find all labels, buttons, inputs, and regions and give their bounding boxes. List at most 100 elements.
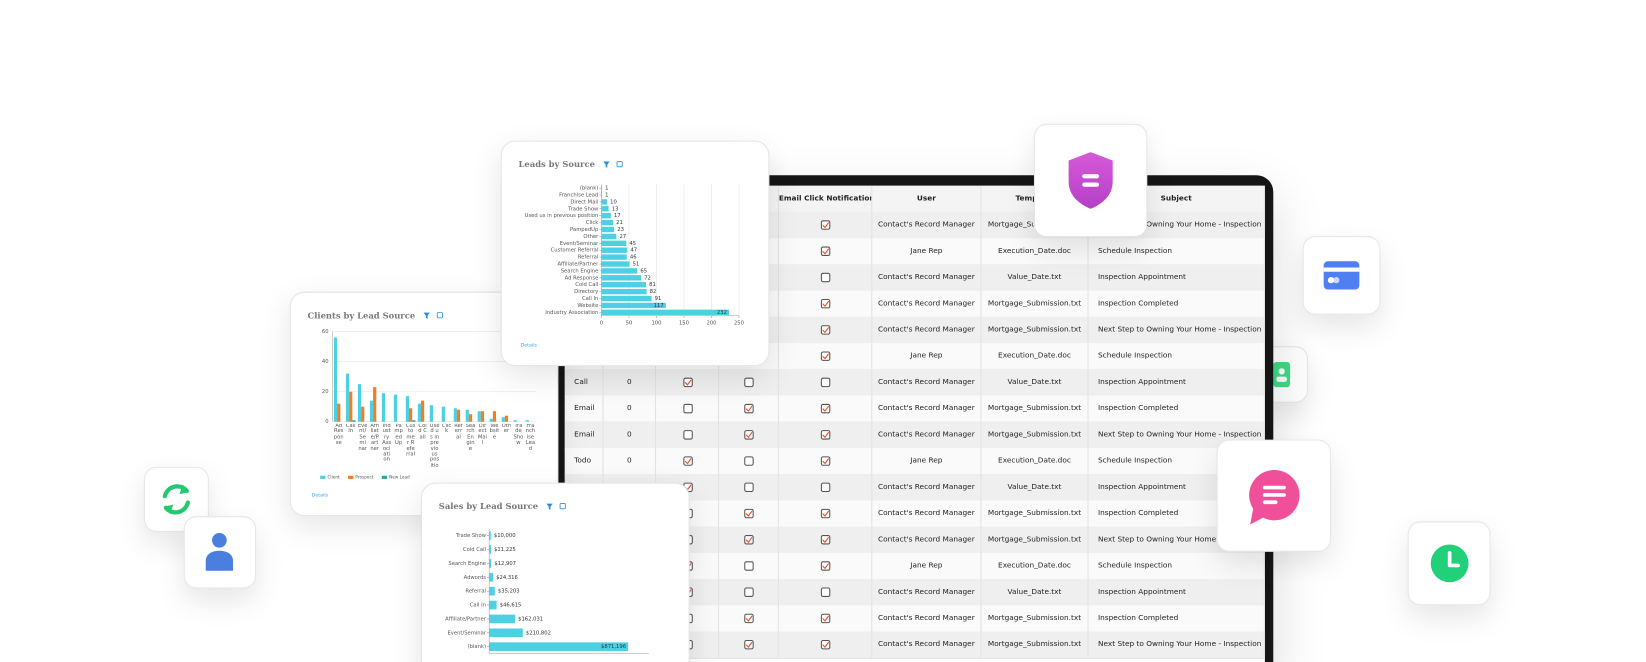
checkbox[interactable] (820, 535, 831, 545)
cell (779, 290, 873, 317)
cell (779, 369, 873, 396)
checkbox[interactable] (820, 403, 831, 414)
bar (504, 415, 509, 422)
checkbox[interactable] (820, 220, 831, 230)
bar (361, 406, 365, 422)
cell: Mortgage_Submission.txt (981, 290, 1089, 317)
checkbox[interactable] (744, 613, 754, 624)
cell (719, 631, 779, 658)
checkbox[interactable] (820, 272, 831, 283)
check-path (822, 300, 830, 308)
checkbox[interactable] (820, 351, 831, 361)
checkbox[interactable] (744, 561, 754, 571)
cell: Value_Date.txt (981, 264, 1089, 291)
bar (489, 614, 516, 624)
checkbox[interactable] (744, 482, 754, 493)
checkbox[interactable] (820, 639, 831, 650)
bar (601, 240, 627, 247)
edit-icon[interactable] (436, 312, 443, 319)
checkbox[interactable] (820, 246, 831, 256)
y-tick-label: Website (577, 303, 598, 309)
checkbox[interactable] (682, 377, 693, 388)
y-tick-label: 40 (322, 359, 329, 365)
checkbox[interactable] (744, 535, 754, 545)
cell: Contact's Record Manager (872, 264, 982, 291)
check-path (822, 248, 830, 255)
cell: Jane Rep (872, 447, 982, 475)
bar (601, 282, 647, 288)
cell (656, 395, 720, 422)
value-label: 10 (610, 199, 617, 205)
cell: Email (565, 421, 604, 448)
edit-icon[interactable] (616, 161, 623, 168)
cell (719, 395, 779, 422)
cell (779, 447, 873, 475)
legend-label: Client (328, 474, 340, 479)
checkbox[interactable] (820, 508, 831, 519)
cell (719, 447, 779, 475)
checkbox[interactable] (682, 403, 693, 414)
x-tick-label: 250 (734, 321, 744, 327)
checkbox[interactable] (682, 456, 693, 466)
cell: Jane Rep (872, 343, 982, 370)
cell: Execution_Date.doc (981, 447, 1089, 475)
x-tick-label: 150 (679, 321, 689, 327)
checkbox[interactable] (820, 482, 831, 493)
cell: Contact's Record Manager (872, 290, 982, 317)
filter-icon[interactable] (546, 503, 553, 510)
check-path (822, 641, 830, 648)
cell (719, 316, 779, 344)
checkbox[interactable] (820, 298, 831, 309)
edit-icon[interactable] (559, 503, 566, 510)
filter-icon[interactable] (603, 161, 610, 168)
check-mark (822, 353, 830, 360)
check-path (684, 458, 691, 465)
legend-label: Prospect (355, 474, 373, 479)
bar (601, 219, 614, 226)
checkbox[interactable] (744, 430, 754, 440)
cell (779, 474, 873, 501)
y-tick-label: Adwords (464, 575, 487, 581)
details-link[interactable]: Details (521, 343, 538, 349)
cell: Value_Date.txt (981, 474, 1089, 501)
bar (417, 403, 421, 422)
checkbox[interactable] (744, 403, 754, 414)
header-cell: Email Click Notification (779, 185, 873, 212)
cell: Jane Rep (872, 238, 982, 265)
cell (719, 421, 779, 448)
y-tick-label: Event/Seminar (560, 241, 599, 247)
checkbox[interactable] (744, 508, 754, 519)
checkbox[interactable] (682, 430, 693, 440)
y-tick-label: 0 (325, 419, 328, 425)
x-tick-label: 200 (706, 321, 716, 327)
checkbox[interactable] (820, 587, 831, 597)
cell: Todo (565, 447, 604, 475)
header-cell: User (872, 185, 982, 212)
bar (601, 247, 628, 253)
checkbox[interactable] (820, 325, 831, 335)
cell: Mortgage_Submission.txt (981, 526, 1089, 553)
cell (779, 526, 873, 553)
checkbox[interactable] (744, 639, 754, 650)
checkbox[interactable] (744, 587, 754, 597)
shield-icon (1068, 152, 1113, 209)
y-tick-label: Direct Mail (570, 199, 598, 205)
filter-icon[interactable] (423, 312, 430, 319)
checkbox[interactable] (820, 430, 831, 440)
checkbox[interactable] (820, 613, 831, 624)
value-label: $871,196 (601, 644, 626, 650)
check-mark (822, 248, 830, 255)
cell: Jane Rep (872, 552, 982, 580)
cell (719, 579, 779, 606)
checkbox[interactable] (820, 377, 831, 388)
checkbox[interactable] (744, 377, 754, 388)
chart-title: Leads by Source (519, 159, 595, 169)
checkbox[interactable] (820, 561, 831, 571)
bar (489, 559, 492, 568)
x-tick-label: PampedUp (394, 423, 403, 447)
check-path (745, 405, 753, 412)
checkbox[interactable] (820, 456, 831, 466)
details-link[interactable]: Details (312, 493, 329, 499)
checkbox[interactable] (744, 456, 754, 466)
sales-card: Sales by Lead Source Trade Show $10,000 Col… (420, 482, 690, 662)
